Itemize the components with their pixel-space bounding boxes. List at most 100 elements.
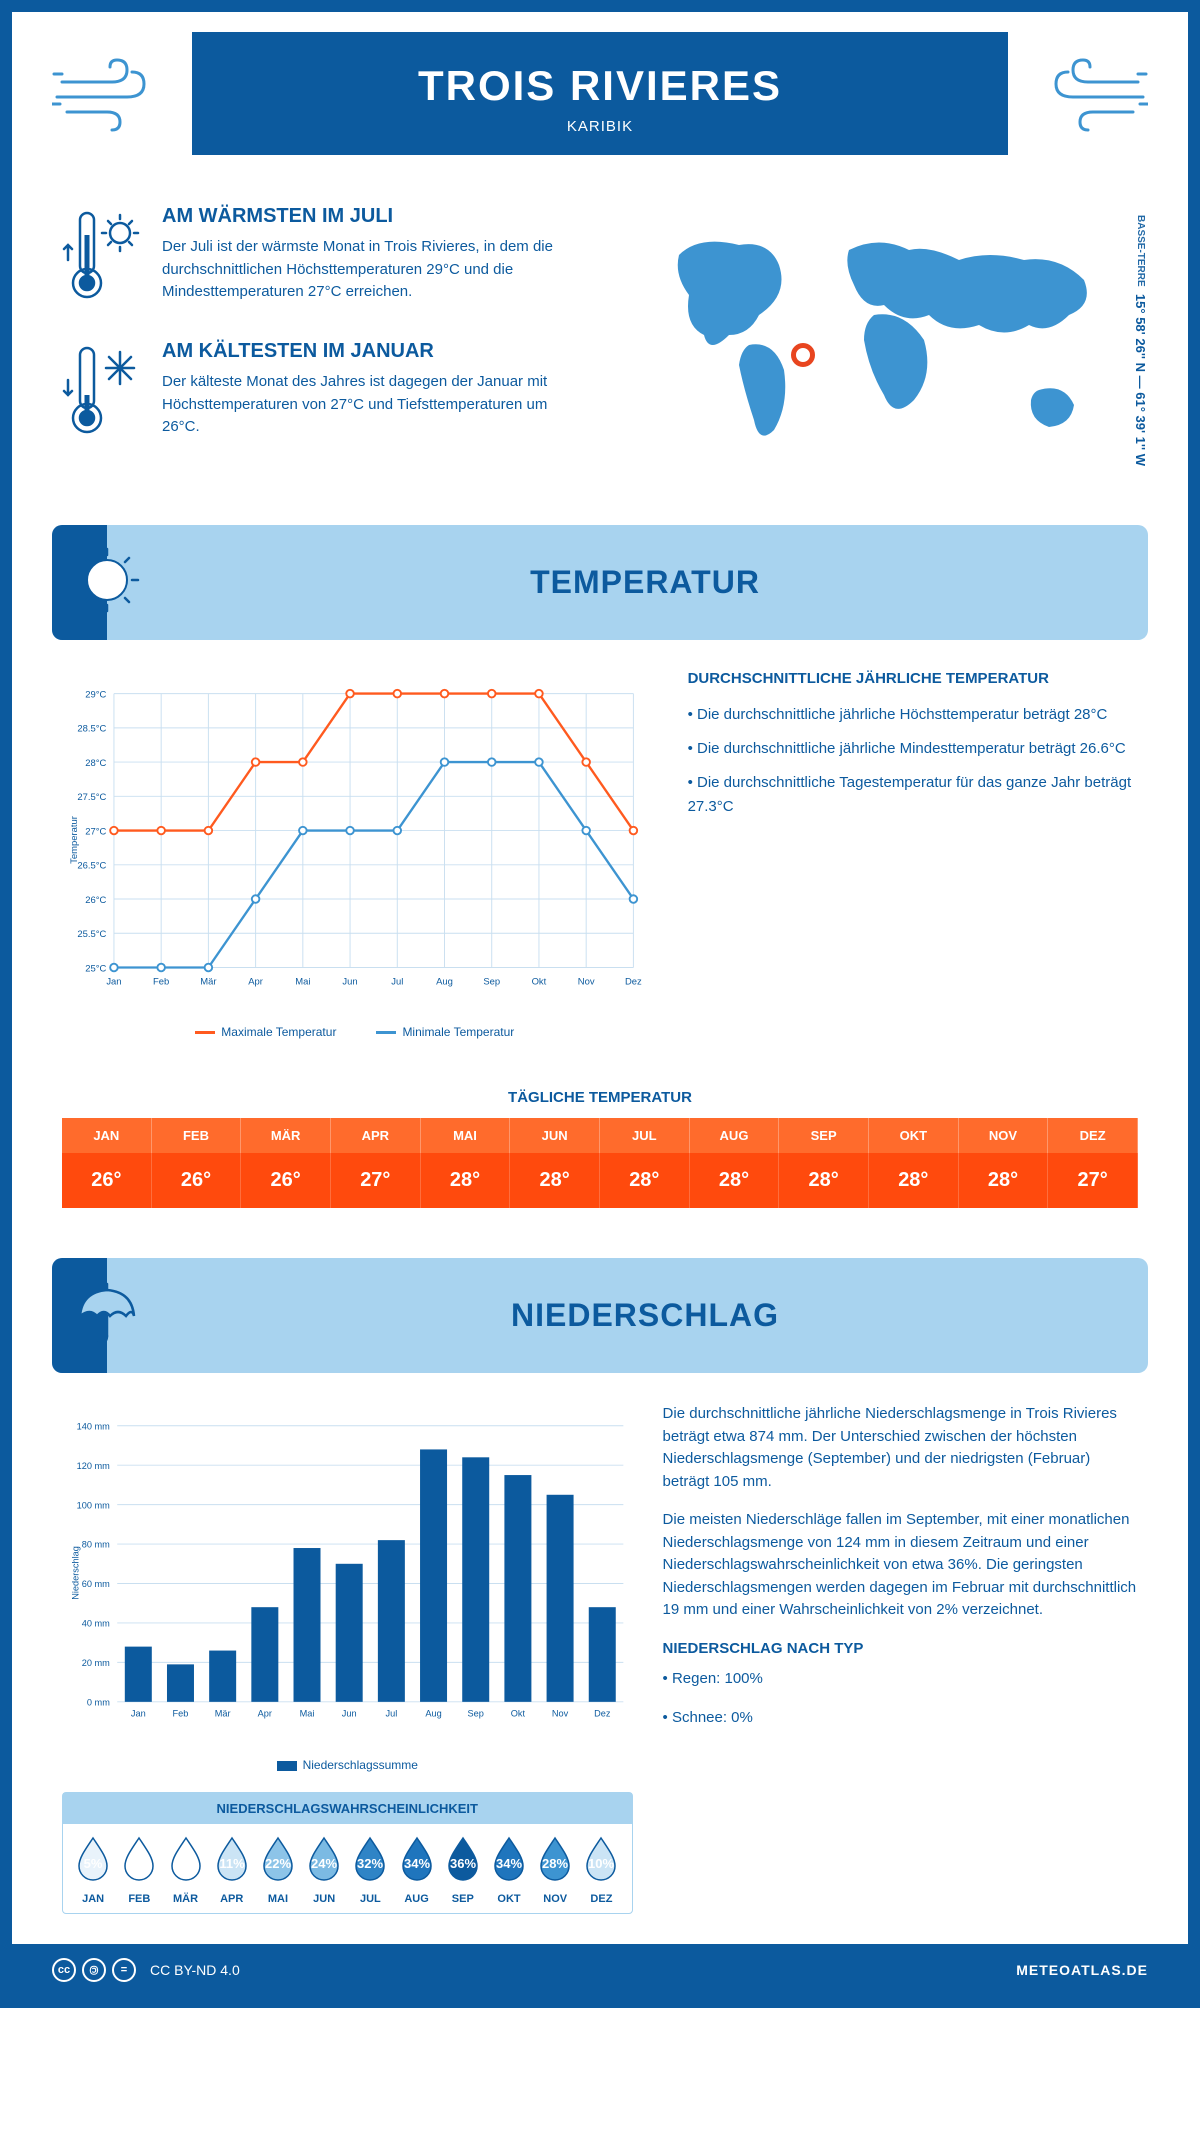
svg-text:Feb: Feb: [153, 977, 169, 988]
location-title: TROIS RIVIERES: [212, 62, 988, 110]
svg-text:Feb: Feb: [173, 1709, 189, 1719]
svg-text:Jan: Jan: [106, 977, 121, 988]
temperature-summary: DURCHSCHNITTLICHE JÄHRLICHE TEMPERATUR •…: [688, 670, 1138, 1039]
coldest-title: AM KÄLTESTEN IM JANUAR: [162, 340, 580, 363]
probability-drop: 5% JAN: [71, 1836, 115, 1905]
daily-temp-value: 28°: [690, 1153, 780, 1208]
location-marker: [791, 343, 815, 367]
probability-drop: 32% JUL: [348, 1836, 392, 1905]
svg-text:10%: 10%: [588, 1856, 614, 1871]
daily-temp-table: JANFEBMÄRAPRMAIJUNJULAUGSEPOKTNOVDEZ26°2…: [62, 1118, 1138, 1208]
daily-temp-value: 26°: [241, 1153, 331, 1208]
footer: cc🄯= CC BY-ND 4.0 METEOATLAS.DE: [12, 1944, 1188, 1996]
probability-drop: 36% SEP: [441, 1836, 485, 1905]
probability-drop: 10% DEZ: [579, 1836, 623, 1905]
infographic-page: TROIS RIVIERES KARIBIK AM WÄRMSTEN IM JU…: [0, 0, 1200, 2008]
temperature-legend: Maximale Temperatur Minimale Temperatur: [62, 1025, 648, 1039]
svg-text:Jun: Jun: [342, 1709, 357, 1719]
svg-text:Okt: Okt: [532, 977, 547, 988]
svg-text:Nov: Nov: [578, 977, 595, 988]
svg-text:60 mm: 60 mm: [82, 1579, 110, 1589]
temperature-header: TEMPERATUR: [52, 525, 1148, 640]
probability-drop: 11% APR: [210, 1836, 254, 1905]
svg-text:140 mm: 140 mm: [77, 1421, 111, 1431]
svg-text:Apr: Apr: [258, 1709, 272, 1719]
svg-text:Sep: Sep: [468, 1709, 484, 1719]
cc-icons: cc🄯=: [52, 1958, 136, 1982]
svg-text:24%: 24%: [311, 1856, 337, 1871]
svg-text:27°C: 27°C: [85, 826, 106, 837]
svg-text:26.5°C: 26.5°C: [77, 861, 106, 872]
daily-temp-value: 28°: [779, 1153, 869, 1208]
world-map: [620, 205, 1138, 465]
svg-text:Mär: Mär: [215, 1709, 231, 1719]
svg-text:40 mm: 40 mm: [82, 1619, 110, 1629]
svg-text:36%: 36%: [450, 1856, 476, 1871]
daily-temp-value: 27°: [1048, 1153, 1138, 1208]
daily-temp-value: 28°: [600, 1153, 690, 1208]
svg-text:0 mm: 0 mm: [87, 1698, 110, 1708]
svg-text:Jan: Jan: [131, 1709, 146, 1719]
svg-text:Apr: Apr: [248, 977, 263, 988]
wind-icon: [52, 52, 162, 137]
svg-text:2%: 2%: [130, 1856, 149, 1871]
daily-temp-value: 28°: [959, 1153, 1049, 1208]
probability-drop: 34% OKT: [487, 1836, 531, 1905]
svg-text:Jun: Jun: [342, 977, 357, 988]
svg-text:Aug: Aug: [436, 977, 453, 988]
probability-drop: 22% MAI: [256, 1836, 300, 1905]
svg-text:Niederschlag: Niederschlag: [71, 1546, 81, 1600]
svg-text:5%: 5%: [84, 1856, 103, 1871]
svg-text:Mai: Mai: [300, 1709, 315, 1719]
daily-temp-title: TÄGLICHE TEMPERATUR: [12, 1089, 1188, 1106]
daily-month-header: JUN: [510, 1118, 600, 1153]
svg-text:34%: 34%: [404, 1856, 430, 1871]
daily-month-header: FEB: [152, 1118, 242, 1153]
svg-text:22%: 22%: [265, 1856, 291, 1871]
probability-drop: 34% AUG: [394, 1836, 438, 1905]
precipitation-legend: Niederschlagssumme: [62, 1758, 633, 1772]
svg-text:32%: 32%: [357, 1856, 383, 1871]
daily-month-header: APR: [331, 1118, 421, 1153]
precipitation-title: NIEDERSCHLAG: [172, 1297, 1118, 1334]
warmest-title: AM WÄRMSTEN IM JULI: [162, 205, 580, 228]
probability-drop: 28% NOV: [533, 1836, 577, 1905]
probability-box: NIEDERSCHLAGSWAHRSCHEINLICHKEIT 5% JAN 2…: [62, 1792, 633, 1914]
precipitation-summary: Die durchschnittliche jährliche Niedersc…: [663, 1403, 1138, 1914]
precipitation-chart: 0 mm20 mm40 mm60 mm80 mm100 mm120 mm140 …: [62, 1403, 633, 1914]
svg-text:120 mm: 120 mm: [77, 1461, 111, 1471]
svg-text:Dez: Dez: [625, 977, 642, 988]
daily-month-header: MÄR: [241, 1118, 331, 1153]
svg-text:Dez: Dez: [594, 1709, 611, 1719]
svg-text:Sep: Sep: [483, 977, 500, 988]
daily-month-header: SEP: [779, 1118, 869, 1153]
daily-temp-value: 26°: [62, 1153, 152, 1208]
daily-temp-value: 26°: [152, 1153, 242, 1208]
warmest-text: Der Juli ist der wärmste Monat in Trois …: [162, 236, 580, 304]
svg-text:29°C: 29°C: [85, 689, 106, 700]
warmest-fact: AM WÄRMSTEN IM JULI Der Juli ist der wär…: [62, 205, 580, 310]
brand-text: METEOATLAS.DE: [1016, 1962, 1148, 1978]
intro-section: AM WÄRMSTEN IM JULI Der Juli ist der wär…: [12, 185, 1188, 515]
svg-text:Nov: Nov: [552, 1709, 569, 1719]
wind-icon: [1038, 52, 1148, 137]
daily-month-header: AUG: [690, 1118, 780, 1153]
daily-temp-value: 28°: [510, 1153, 600, 1208]
location-subtitle: KARIBIK: [212, 118, 988, 135]
probability-drop: 2% FEB: [117, 1836, 161, 1905]
daily-month-header: JAN: [62, 1118, 152, 1153]
daily-month-header: MAI: [421, 1118, 511, 1153]
svg-text:11%: 11%: [219, 1856, 245, 1871]
daily-month-header: OKT: [869, 1118, 959, 1153]
daily-month-header: NOV: [959, 1118, 1049, 1153]
svg-text:Mär: Mär: [200, 977, 216, 988]
svg-text:25.5°C: 25.5°C: [77, 929, 106, 940]
probability-drop: 4% MÄR: [163, 1836, 207, 1905]
svg-text:26°C: 26°C: [85, 895, 106, 906]
svg-text:Mai: Mai: [295, 977, 310, 988]
coldest-fact: AM KÄLTESTEN IM JANUAR Der kälteste Mona…: [62, 340, 580, 445]
svg-text:25°C: 25°C: [85, 963, 106, 974]
daily-month-header: JUL: [600, 1118, 690, 1153]
probability-drop: 24% JUN: [302, 1836, 346, 1905]
svg-text:20 mm: 20 mm: [82, 1658, 110, 1668]
